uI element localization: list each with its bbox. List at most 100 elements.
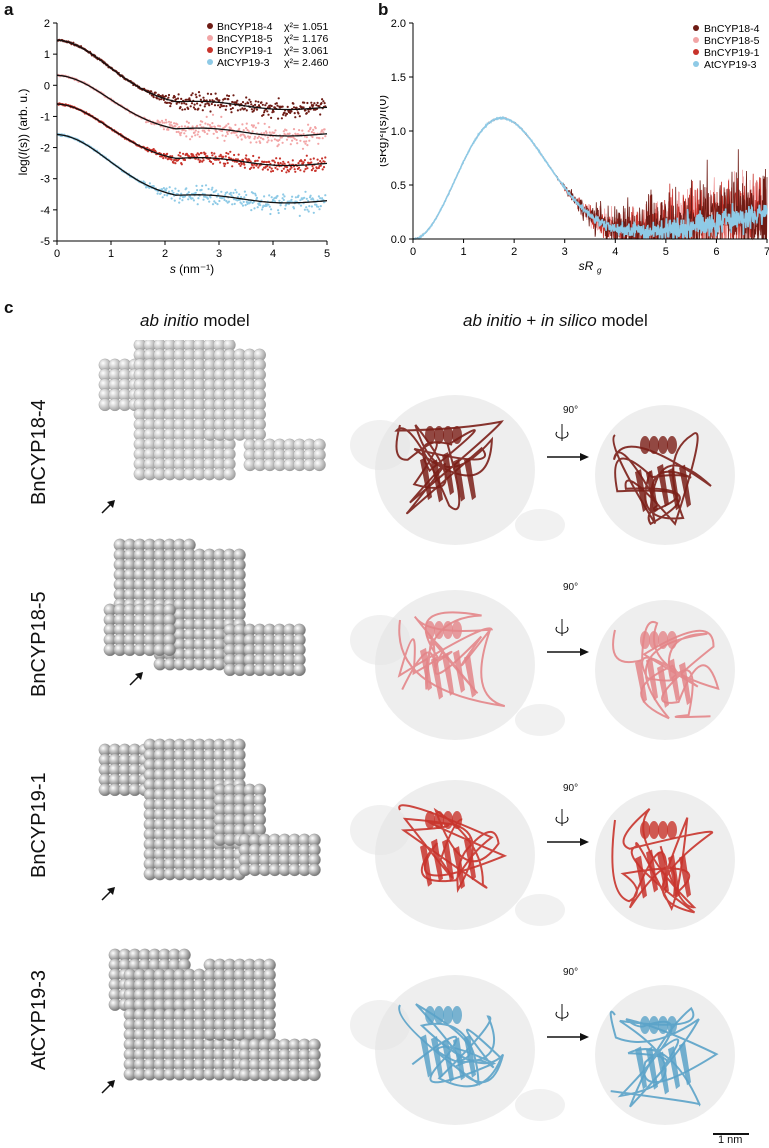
legend-marker	[207, 59, 213, 65]
data-point	[187, 107, 190, 110]
data-point	[321, 137, 324, 140]
data-point	[215, 130, 218, 134]
data-point	[242, 200, 245, 203]
data-point	[210, 188, 213, 191]
data-point	[160, 188, 164, 191]
y-tick-label: 1.5	[391, 72, 406, 84]
alpha-helix-turn	[658, 436, 668, 454]
data-point	[160, 98, 163, 101]
data-point	[247, 135, 250, 138]
data-point	[302, 106, 305, 109]
data-point	[303, 140, 306, 143]
data-point	[181, 108, 184, 111]
data-point	[231, 107, 234, 110]
column-header-hybrid: ab initio + in silico model	[463, 311, 648, 330]
beta-strand	[646, 1046, 658, 1090]
data-point	[193, 131, 196, 134]
data-point	[183, 158, 187, 162]
data-point	[209, 196, 212, 199]
data-point	[282, 160, 285, 163]
data-point	[266, 168, 269, 171]
rotated-model-bncyp18-5	[595, 600, 735, 740]
data-point	[159, 121, 162, 124]
data-point	[224, 108, 227, 111]
data-point	[289, 111, 292, 114]
alpha-helix-turn	[443, 621, 453, 639]
data-point	[264, 104, 267, 107]
data-point	[259, 141, 262, 144]
data-point	[270, 139, 273, 142]
data-point	[280, 117, 283, 120]
data-point	[271, 169, 275, 173]
panel-b-letter: b	[378, 0, 389, 19]
beta-strand	[431, 656, 443, 700]
data-point	[287, 161, 290, 164]
alpha-helix-turn	[425, 811, 435, 829]
data-point	[223, 139, 226, 142]
data-point	[321, 98, 324, 101]
beta-strand	[464, 837, 476, 881]
data-point	[209, 110, 212, 113]
data-point	[207, 187, 210, 191]
data-point	[316, 101, 319, 104]
data-point	[317, 142, 320, 145]
feature-arrow-head	[107, 1080, 115, 1088]
coil	[394, 420, 504, 515]
data-point	[314, 127, 317, 130]
data-point	[318, 105, 321, 108]
data-point	[194, 93, 197, 96]
alpha-helix-turn	[434, 811, 444, 829]
data-point	[266, 165, 269, 168]
data-point	[272, 110, 275, 113]
data-point	[312, 211, 315, 214]
data-point	[293, 168, 296, 171]
data-point	[224, 162, 227, 165]
data-point	[270, 196, 273, 199]
data-point	[278, 138, 281, 141]
data-point	[216, 203, 219, 206]
data-point	[320, 102, 323, 105]
data-point	[266, 136, 269, 139]
data-point	[270, 167, 273, 170]
data-point	[188, 97, 191, 100]
data-point	[233, 202, 236, 205]
rotation-arrow-head	[580, 838, 589, 846]
data-point	[225, 124, 228, 127]
beta-strand	[646, 657, 658, 701]
data-point	[303, 196, 306, 199]
rotation-label-2: 90°	[563, 582, 579, 593]
beta-strand	[453, 458, 465, 502]
data-point	[267, 139, 270, 142]
data-point	[211, 186, 214, 189]
bead	[308, 1068, 321, 1082]
data-point	[306, 101, 309, 105]
data-point	[282, 193, 285, 196]
alpha-helix-turn	[434, 621, 444, 639]
data-point	[285, 112, 289, 115]
data-point	[316, 158, 319, 161]
data-point	[277, 211, 280, 215]
alpha-helix-turn	[443, 1006, 453, 1024]
data-point	[309, 194, 312, 197]
data-point	[169, 102, 173, 105]
data-point	[235, 134, 238, 137]
data-point	[294, 116, 297, 119]
data-point	[287, 170, 290, 173]
data-point	[197, 130, 200, 133]
data-point	[303, 159, 306, 162]
data-point	[277, 97, 280, 100]
data-point	[183, 195, 187, 198]
column-header-ab-initio: ab initio model	[140, 311, 250, 330]
data-point	[180, 163, 183, 166]
data-point	[301, 147, 305, 150]
data-point	[175, 130, 178, 134]
data-point	[196, 102, 199, 105]
data-point	[232, 191, 235, 194]
data-point	[310, 169, 313, 172]
data-point	[243, 166, 246, 169]
data-point	[174, 187, 177, 190]
data-point	[210, 125, 213, 128]
data-point	[231, 165, 234, 168]
beta-strand	[679, 1042, 691, 1086]
data-point	[288, 132, 291, 135]
